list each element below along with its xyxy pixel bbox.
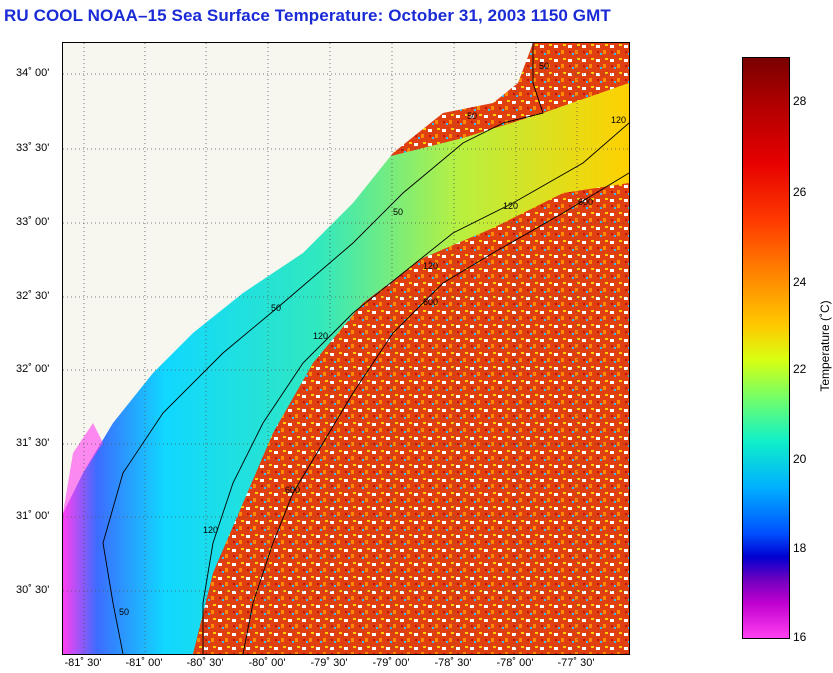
longitude-label: -78˚ 00' — [496, 657, 534, 669]
longitude-label: -81˚ 30' — [64, 657, 102, 669]
latitude-label: 31˚ 30' — [16, 437, 50, 449]
contour-label: 50 — [393, 207, 403, 217]
contour-label: 50 — [539, 61, 549, 71]
longitude-label: -77˚ 30' — [557, 657, 595, 669]
longitude-label: -80˚ 30' — [186, 657, 224, 669]
longitude-label: -81˚ 00' — [125, 657, 163, 669]
colorbar-tick: 20 — [793, 452, 807, 466]
colorbar-tick: 16 — [793, 630, 807, 644]
contour-label-group: 50 120 600 50 120 600 50 120 50 120 600 … — [119, 61, 626, 617]
isobath-contours — [102, 43, 629, 654]
contour-label: 600 — [578, 197, 593, 207]
longitude-label: -78˚ 30' — [434, 657, 472, 669]
contour-label: 120 — [203, 525, 218, 535]
colorbar-tick: 24 — [793, 275, 807, 289]
latitude-label: 33˚ 30' — [16, 142, 50, 154]
contour-label: 120 — [611, 115, 626, 125]
longitude-label: -80˚ 00' — [248, 657, 286, 669]
latitude-label: 31˚ 00' — [16, 510, 50, 522]
colorbar-tick: 18 — [793, 541, 807, 555]
contour-label: 50 — [467, 111, 477, 121]
contour-label: 600 — [285, 485, 300, 495]
contour-label: 120 — [313, 331, 328, 341]
longitude-label: -79˚ 00' — [372, 657, 410, 669]
contour-label: 600 — [423, 297, 438, 307]
colorbar-tick: 22 — [793, 362, 807, 376]
coastal-edge — [63, 423, 103, 513]
latitude-label: 32˚ 30' — [16, 290, 50, 302]
sst-map: 50 120 600 50 120 600 50 120 50 120 600 … — [62, 42, 630, 655]
colorbar-label: Temperature (˚C) — [818, 300, 832, 392]
temperature-colorbar — [742, 57, 790, 639]
latitude-label: 32˚ 00' — [16, 363, 50, 375]
latitude-label: 33˚ 00' — [16, 216, 50, 228]
latitude-label: 30˚ 30' — [16, 584, 50, 596]
contour-label: 50 — [271, 303, 281, 313]
contour-label: 120 — [423, 261, 438, 271]
land — [63, 43, 533, 513]
longitude-label: -79˚ 30' — [310, 657, 348, 669]
shelf-water — [63, 83, 629, 654]
contour-label: 50 — [119, 607, 129, 617]
contour-label: 120 — [503, 201, 518, 211]
colorbar-tick: 28 — [793, 94, 807, 108]
latitude-label: 34˚ 00' — [16, 67, 50, 79]
map-title: RU COOL NOAA–15 Sea Surface Temperature:… — [4, 6, 611, 25]
sst-map-canvas: 50 120 600 50 120 600 50 120 50 120 600 … — [63, 43, 629, 654]
colorbar-tick: 26 — [793, 185, 807, 199]
